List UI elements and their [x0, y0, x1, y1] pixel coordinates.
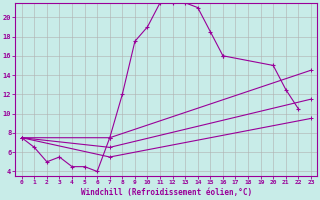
- X-axis label: Windchill (Refroidissement éolien,°C): Windchill (Refroidissement éolien,°C): [81, 188, 252, 197]
